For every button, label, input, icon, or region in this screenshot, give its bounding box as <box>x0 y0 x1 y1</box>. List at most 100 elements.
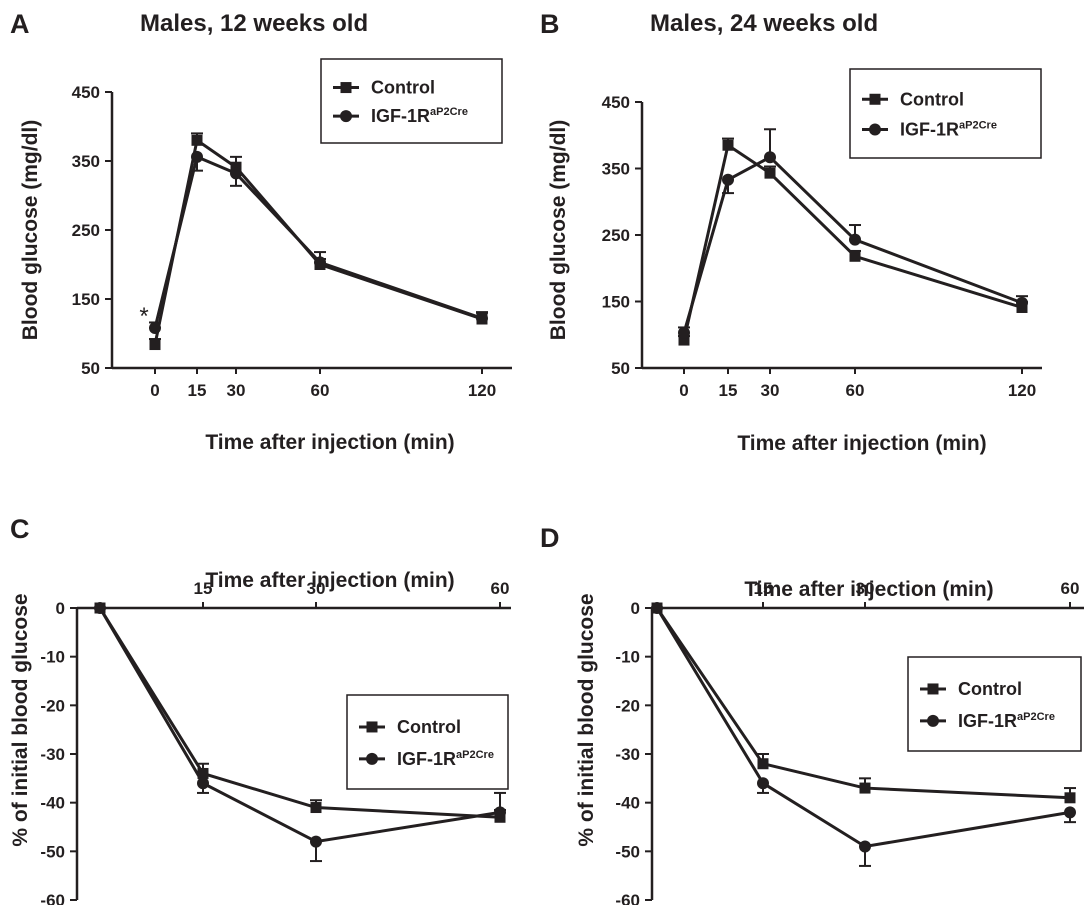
y-tick-label: 50 <box>611 359 630 378</box>
data-point <box>1016 296 1028 309</box>
y-tick-label: 250 <box>72 221 100 240</box>
legend-label: Control <box>900 89 964 109</box>
legend-label-main: Control <box>958 679 1022 699</box>
y-axis-title: Blood glucose (mg/dl) <box>547 120 570 341</box>
x-tick-label: 15 <box>719 381 738 400</box>
chart-panel-c: C 0 -10 -20 -30 -40 -50 -60 15 30 60 Time after inj… <box>9 514 511 905</box>
panel-letter: D <box>540 523 560 553</box>
legend-label-superscript: aP2Cre <box>959 120 997 132</box>
legend-swatch-marker <box>927 683 939 695</box>
legend-label: Control <box>371 78 435 98</box>
legend: Control IGF-1RaP2Cre <box>320 58 503 144</box>
legend: Control IGF-1RaP2Cre <box>346 694 509 790</box>
data-point <box>678 326 690 339</box>
series-line <box>98 607 501 844</box>
data-point <box>310 835 322 848</box>
y-tick-label: 350 <box>72 152 100 171</box>
legend-label-main: Control <box>397 717 461 737</box>
legend-box <box>907 656 1082 752</box>
legend-label-main: Control <box>900 89 964 109</box>
data-point <box>849 233 861 246</box>
y-tick-label: -20 <box>40 696 65 715</box>
x-tick-label: 30 <box>307 579 326 598</box>
data-point <box>678 334 690 346</box>
y-tick-label: 250 <box>602 226 630 245</box>
legend-box <box>849 68 1042 159</box>
legend-label-superscript: aP2Cre <box>1017 711 1055 723</box>
legend-label: IGF-1RaP2Cre <box>371 106 468 126</box>
y-axis-title: % of initial blood glucose <box>9 593 32 846</box>
data-point <box>757 758 769 770</box>
legend-label: IGF-1RaP2Cre <box>397 749 494 769</box>
chart-panel-d: D 0 -10 -20 -30 -40 -50 -60 15 30 60 Time after inj… <box>540 523 1084 905</box>
series-igf1r <box>149 150 488 334</box>
data-point <box>191 134 203 146</box>
x-tick-label: 60 <box>846 381 865 400</box>
series-line <box>98 607 501 819</box>
legend-swatch-marker <box>869 123 881 136</box>
y-tick-label: 150 <box>72 290 100 309</box>
panel-letter: C <box>10 514 30 544</box>
data-point <box>859 782 871 794</box>
series-igf1r <box>678 128 1028 339</box>
y-tick-label: 0 <box>631 599 640 618</box>
y-tick-label: -20 <box>615 696 640 715</box>
y-tick-label: 450 <box>72 83 100 102</box>
x-tick-label: 15 <box>194 579 213 598</box>
y-tick-label: -60 <box>40 891 65 905</box>
x-axis-title: Time after injection (min) <box>205 431 454 454</box>
y-tick-label: -40 <box>615 794 640 813</box>
legend-label-main: IGF-1R <box>371 106 430 126</box>
x-tick-label: 15 <box>754 579 773 598</box>
legend-box <box>346 694 509 790</box>
series-line <box>153 137 483 345</box>
series-igf1r <box>94 602 506 863</box>
data-point <box>230 167 242 180</box>
data-point <box>149 339 161 351</box>
legend-label-main: IGF-1R <box>900 120 959 140</box>
x-tick-label: 15 <box>188 381 207 400</box>
data-point <box>197 777 209 790</box>
legend-label-main: IGF-1R <box>958 711 1017 731</box>
legend-swatch-marker <box>366 721 378 733</box>
legend-label-main: Control <box>371 78 435 98</box>
panel-title: Males, 12 weeks old <box>140 10 368 37</box>
x-tick-label: 60 <box>491 579 510 598</box>
data-point <box>849 250 861 262</box>
panel-letter: A <box>10 9 30 39</box>
legend-box <box>320 58 503 144</box>
legend-label: IGF-1RaP2Cre <box>900 120 997 140</box>
data-point <box>94 602 106 614</box>
series-line <box>655 607 1071 800</box>
data-point <box>764 151 776 164</box>
x-tick-label: 30 <box>761 381 780 400</box>
data-point <box>191 150 203 163</box>
panel-title: Males, 24 weeks old <box>650 10 878 37</box>
y-tick-label: -30 <box>40 745 65 764</box>
data-point <box>310 802 322 814</box>
data-point <box>230 161 242 173</box>
y-tick-label: 450 <box>602 93 630 112</box>
x-tick-label: 60 <box>1061 579 1080 598</box>
chart-panel-b: B Males, 24 weeks old 450 350 250 150 50 0 15 30 6… <box>540 9 1042 455</box>
legend-label-superscript: aP2Cre <box>430 106 468 118</box>
legend-label-superscript: aP2Cre <box>456 749 494 761</box>
y-tick-label: 0 <box>56 599 65 618</box>
legend-swatch-marker <box>927 714 939 727</box>
legend-swatch-marker <box>340 82 352 94</box>
legend-swatch-marker <box>340 110 352 123</box>
data-point <box>149 321 161 334</box>
y-tick-label: -40 <box>40 794 65 813</box>
y-tick-label: 150 <box>602 293 630 312</box>
data-point <box>757 777 769 790</box>
data-point <box>1064 792 1076 804</box>
data-point <box>859 840 871 853</box>
y-axis-title: Blood glucose (mg/dl) <box>19 120 42 341</box>
data-point <box>197 767 209 779</box>
x-tick-label: 60 <box>311 381 330 400</box>
legend-swatch-marker <box>366 752 378 765</box>
y-tick-label: 350 <box>602 160 630 179</box>
x-axis-title: Time after injection (min) <box>737 432 986 455</box>
series-line <box>655 607 1071 849</box>
